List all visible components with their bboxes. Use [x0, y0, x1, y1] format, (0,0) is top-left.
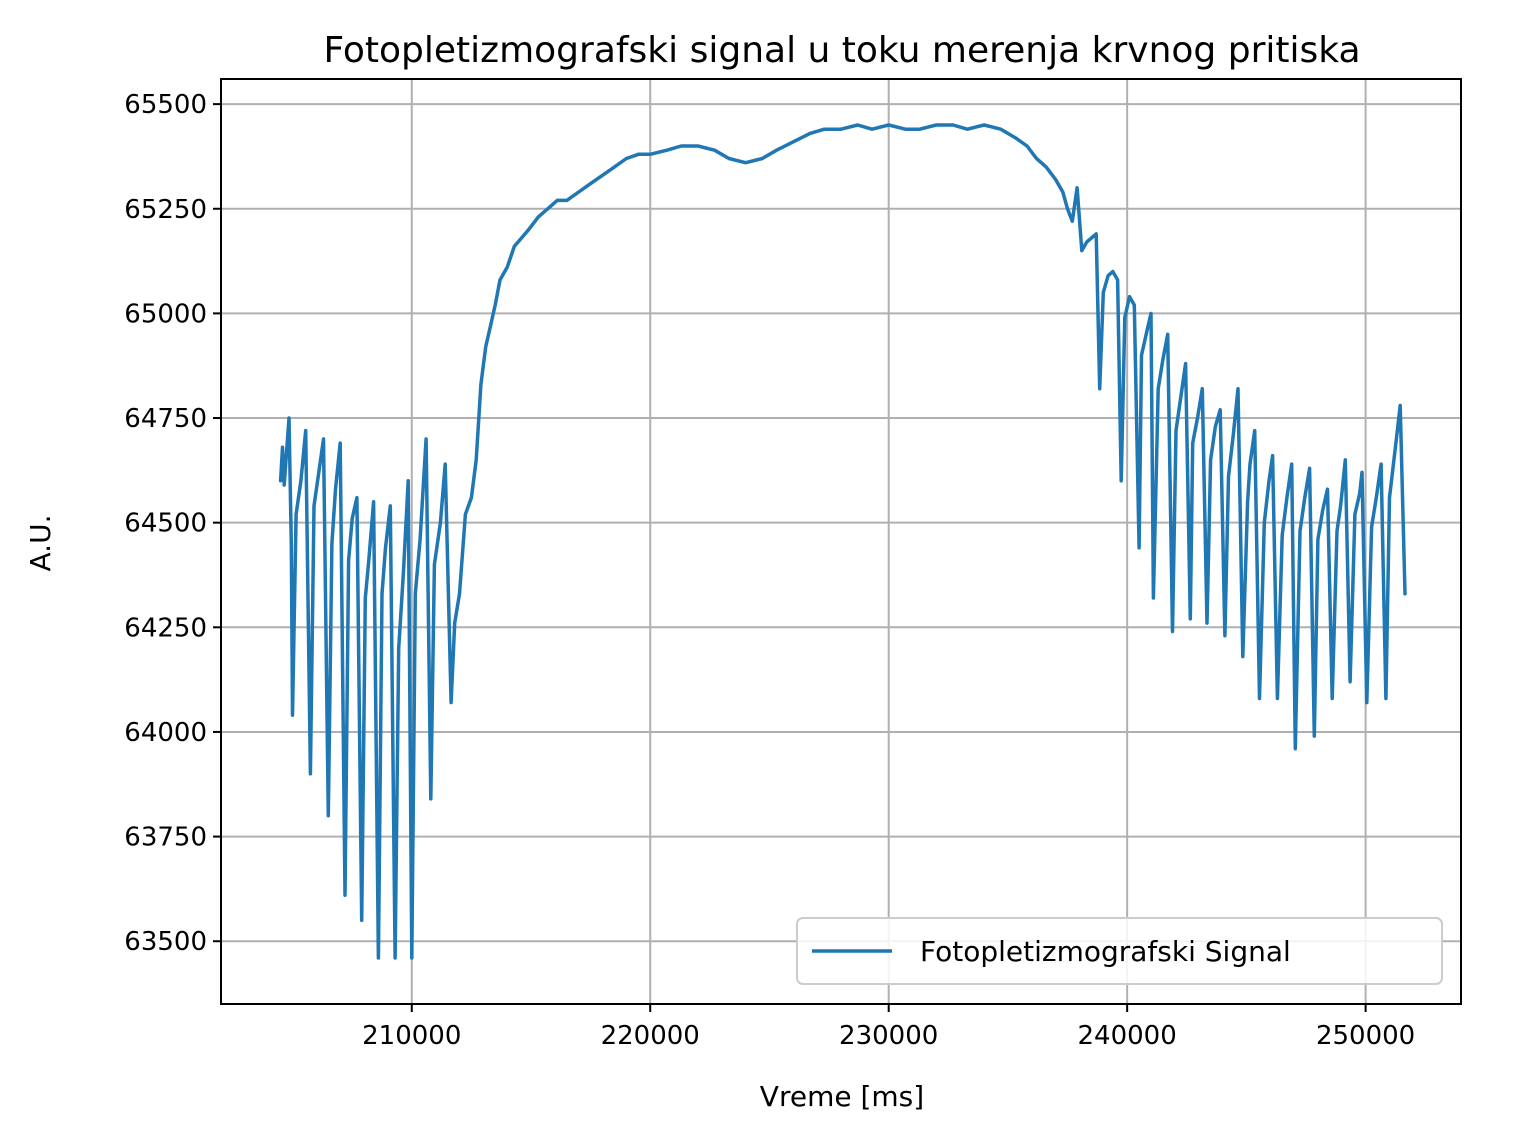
x-tick-label: 240000 [1078, 1021, 1177, 1051]
x-axis-label: Vreme [ms] [760, 1080, 924, 1113]
plot-frame [220, 78, 1462, 1005]
legend-label: Fotopletizmografski Signal [920, 935, 1291, 968]
x-tick-label: 250000 [1316, 1021, 1415, 1051]
tick-layer: 210000 220000 230000 240000 250000 63500 63750… [124, 90, 1415, 1051]
x-tick-label: 210000 [362, 1021, 461, 1051]
legend: Fotopletizmografski Signal [796, 917, 1443, 985]
y-tick-label: 64250 [124, 613, 207, 643]
y-tick-label: 65000 [124, 299, 207, 329]
y-tick-label: 64000 [124, 718, 207, 748]
y-tick-label: 63500 [124, 927, 207, 957]
series-layer [278, 123, 1407, 960]
x-tick-label: 220000 [601, 1021, 700, 1051]
legend-box [796, 917, 1443, 985]
y-axis-label: A.U. [24, 515, 57, 572]
y-tick-label: 64750 [124, 404, 207, 434]
y-tick-label: 65500 [124, 90, 207, 120]
y-tick-label: 65250 [124, 195, 207, 225]
x-tick-label: 230000 [839, 1021, 938, 1051]
y-tick-label: 63750 [124, 823, 207, 853]
chart-title: Fotopletizmografski signal u toku merenj… [323, 30, 1360, 71]
y-tick-label: 64500 [124, 509, 207, 539]
signal-series-line [278, 123, 1407, 960]
